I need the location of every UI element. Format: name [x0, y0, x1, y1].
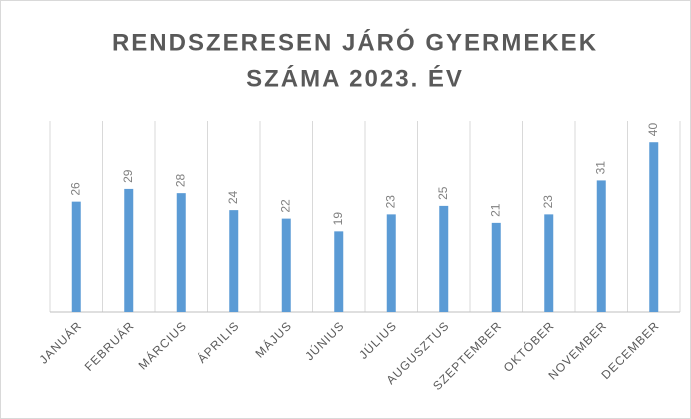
- data-label: 28: [173, 173, 187, 187]
- data-label: 29: [121, 169, 135, 183]
- bar: [176, 193, 186, 312]
- data-label: 21: [488, 203, 502, 217]
- bar: [386, 214, 396, 312]
- data-label: 24: [226, 190, 240, 204]
- data-label: 25: [436, 186, 450, 200]
- data-label: 22: [278, 199, 292, 213]
- bar: [71, 201, 81, 312]
- bar: [649, 142, 659, 312]
- data-label: 26: [68, 182, 82, 196]
- chart-title: SZÁMA 2023. ÉV: [246, 64, 464, 92]
- data-label: 23: [383, 195, 397, 209]
- bar: [124, 188, 134, 312]
- bar: [281, 218, 291, 312]
- bar: [491, 222, 501, 312]
- data-label: 40: [646, 123, 660, 137]
- bar: [596, 180, 606, 312]
- data-label: 19: [331, 212, 345, 226]
- data-label: 23: [541, 195, 555, 209]
- data-label: 31: [593, 161, 607, 175]
- chart-title: RENDSZERESEN JÁRÓ GYERMEKEK: [112, 28, 598, 56]
- bar: [439, 205, 449, 312]
- bar: [544, 214, 554, 312]
- bar: [229, 210, 239, 312]
- bar: [334, 231, 344, 312]
